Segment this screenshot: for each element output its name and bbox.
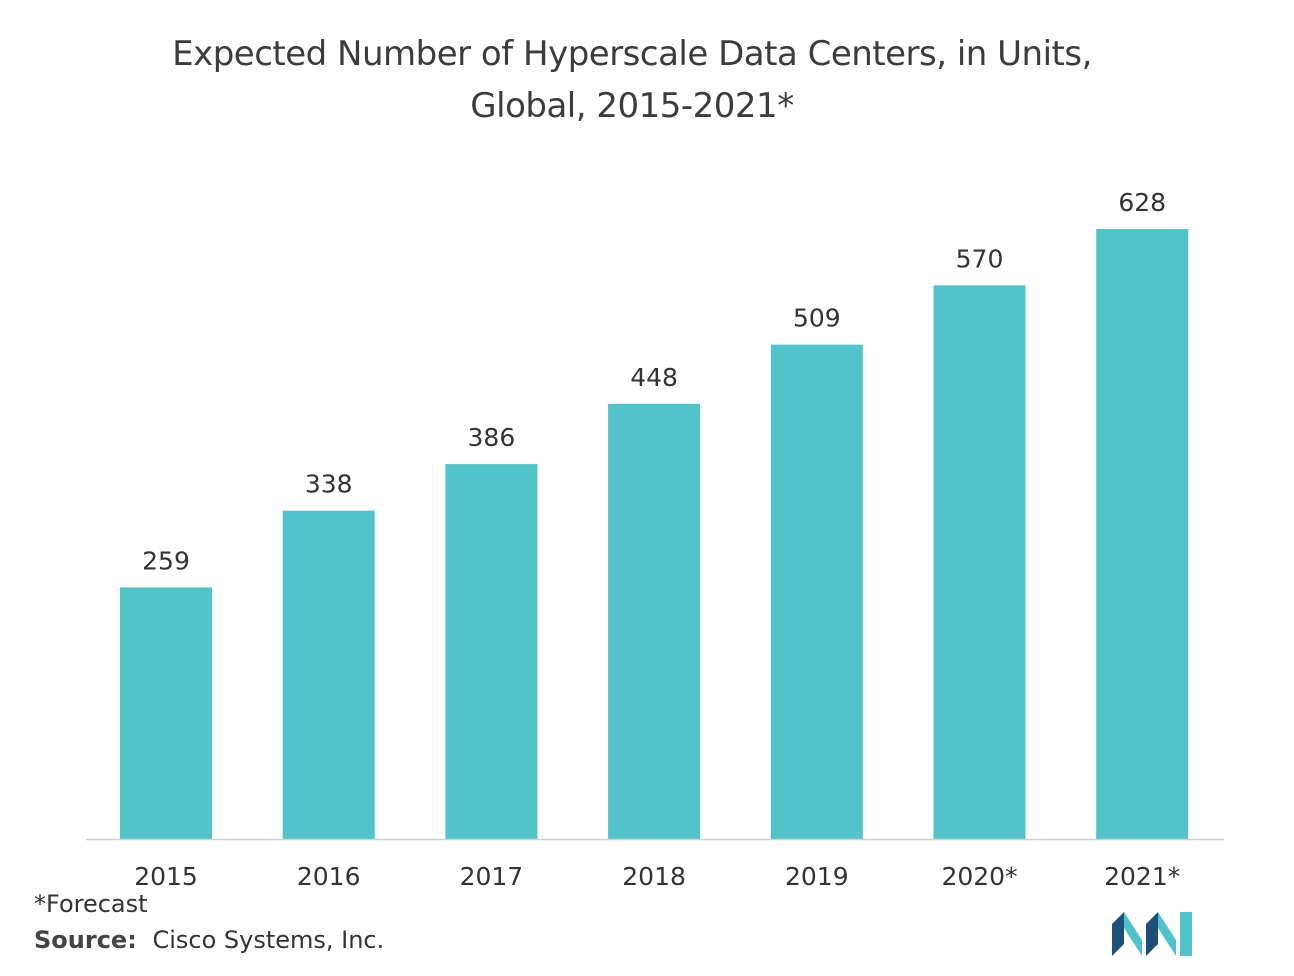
value-label-2018: 448 — [630, 363, 678, 392]
value-label-2019: 509 — [793, 304, 841, 333]
bar-2019 — [770, 344, 863, 839]
chart-title: Expected Number of Hyperscale Data Cente… — [0, 28, 1264, 132]
bars-group — [120, 229, 1189, 839]
forecast-footnote: *Forecast — [34, 890, 148, 918]
value-label-2020-forecast: 570 — [956, 244, 1004, 273]
bar-2017 — [445, 464, 538, 839]
value-label-2021-forecast: 628 — [1118, 188, 1166, 217]
x-tick-labels-group: 2015 2016 2017 2018 2019 2020* 2021* — [134, 862, 1180, 891]
bar-2016 — [282, 510, 375, 839]
chart-title-line-2: Global, 2015-2021* — [470, 86, 794, 126]
chart-title-line-1: Expected Number of Hyperscale Data Cente… — [172, 34, 1092, 74]
value-label-2015: 259 — [142, 546, 190, 575]
x-tick-label-2020-forecast: 2020* — [941, 862, 1017, 891]
source-label: Source: — [34, 926, 137, 954]
bar-2018 — [608, 403, 701, 839]
x-tick-label-2019: 2019 — [785, 862, 849, 891]
value-labels-group: 259 338 386 448 509 570 628 — [142, 188, 1166, 575]
brand-logo-icon — [1112, 912, 1192, 956]
bar-2021-forecast — [1096, 229, 1189, 839]
value-label-2016: 338 — [305, 470, 353, 499]
bar-2020-forecast — [933, 285, 1026, 839]
x-tick-label-2016: 2016 — [297, 862, 361, 891]
x-tick-label-2018: 2018 — [622, 862, 686, 891]
x-tick-label-2017: 2017 — [460, 862, 524, 891]
value-label-2017: 386 — [468, 423, 516, 452]
bar-2015 — [120, 587, 212, 839]
source-note: Source: Cisco Systems, Inc. — [34, 926, 384, 954]
x-tick-label-2021-forecast: 2021* — [1104, 862, 1180, 891]
x-tick-label-2015: 2015 — [134, 862, 198, 891]
source-text: Cisco Systems, Inc. — [152, 926, 385, 954]
